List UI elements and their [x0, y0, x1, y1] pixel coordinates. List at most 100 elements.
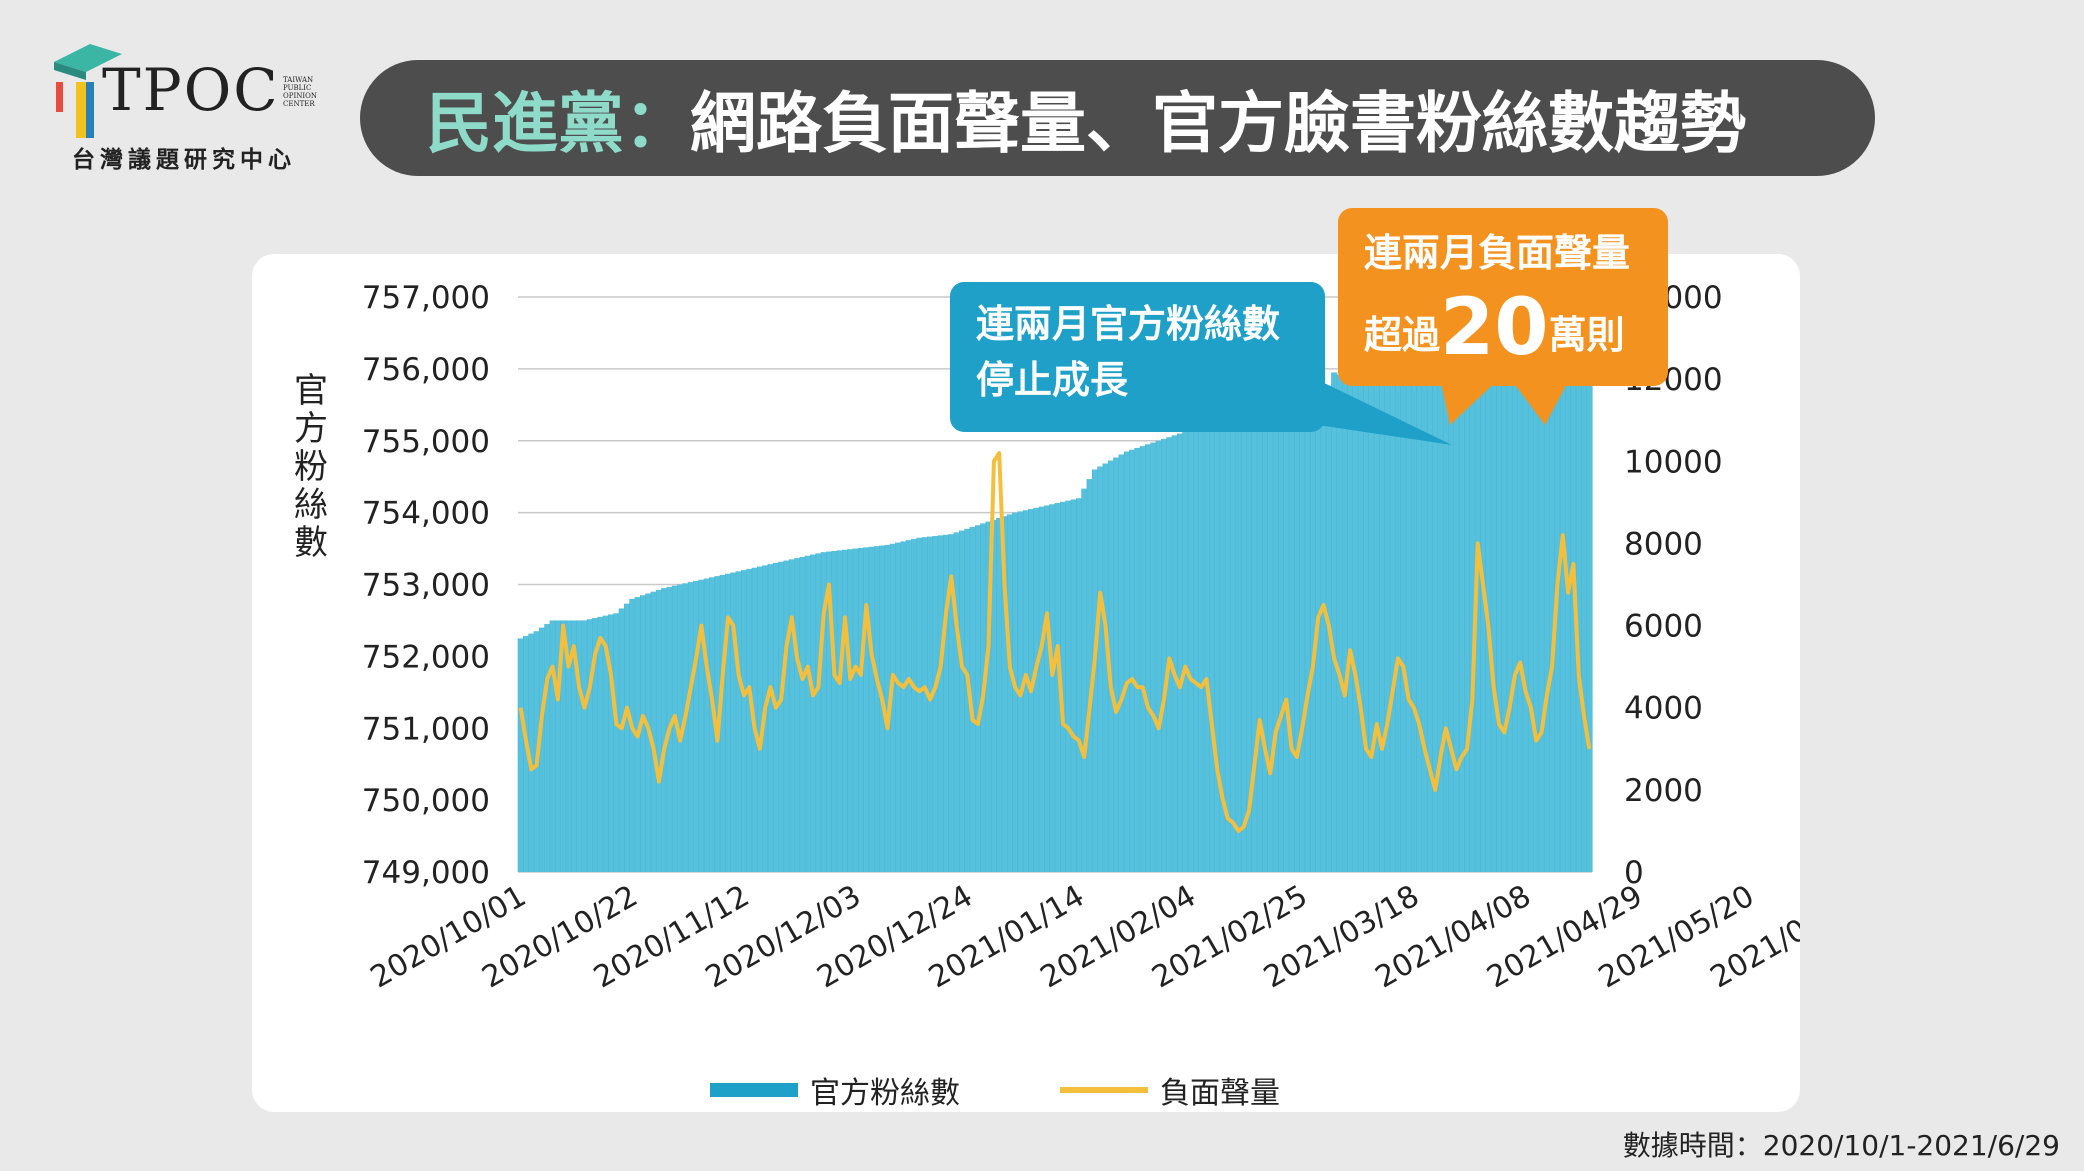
bar [608, 614, 615, 872]
bar [1342, 377, 1349, 872]
bar [1081, 488, 1088, 872]
bar [1055, 503, 1061, 872]
callout-blue-line2: 停止成長 [976, 358, 1129, 402]
bar [1528, 350, 1535, 872]
bar [778, 561, 785, 872]
left-tick-label: 755,000 [362, 424, 490, 460]
bar [560, 620, 567, 872]
bar [842, 549, 849, 872]
bar [619, 608, 625, 872]
bar [1469, 350, 1476, 872]
bar [544, 624, 551, 872]
bar [900, 541, 907, 872]
bar [571, 620, 578, 872]
bar [1251, 419, 1258, 872]
title-main: 網路負面聲量、官方臉書粉絲數趨勢 [690, 85, 1746, 162]
bar [1049, 504, 1056, 872]
bar [1443, 350, 1450, 872]
bar [709, 577, 716, 872]
data-period-note: 數據時間：2020/10/1-2021/6/29 [1622, 1129, 2060, 1162]
bar [996, 518, 1003, 872]
bar [837, 550, 843, 872]
bar [1044, 505, 1051, 872]
right-tick-label: 2000 [1624, 773, 1703, 809]
bar [1453, 350, 1460, 872]
bar [1421, 353, 1428, 872]
bar [868, 546, 875, 872]
bar [1187, 429, 1194, 872]
bar [650, 591, 657, 872]
bar [991, 519, 998, 872]
bar [725, 573, 732, 872]
y-axis-label: 官方粉絲數 [294, 371, 328, 563]
bar [688, 582, 695, 872]
bar [741, 570, 748, 872]
bar [1118, 454, 1125, 872]
bar [1257, 418, 1263, 872]
bar [847, 549, 854, 872]
bar [964, 528, 971, 872]
bar [863, 547, 870, 872]
bar [1448, 350, 1455, 872]
bar [1288, 414, 1295, 872]
bar [1459, 350, 1465, 872]
legend-line-label: 負面聲量 [1160, 1076, 1280, 1111]
bar [613, 613, 620, 872]
bar [1267, 417, 1274, 872]
bar [1113, 457, 1120, 872]
bar [943, 534, 950, 872]
bar [1225, 422, 1232, 872]
right-tick-label: 0 [1624, 855, 1644, 891]
bar [518, 638, 524, 872]
bar [1033, 507, 1040, 872]
bar [640, 595, 647, 872]
bar [805, 555, 812, 872]
bar [1086, 479, 1093, 872]
bar [1203, 426, 1210, 872]
bar [1272, 416, 1279, 872]
bar [1246, 419, 1253, 872]
bar [1432, 352, 1439, 873]
bar [528, 633, 535, 872]
bar [1235, 420, 1242, 872]
bar [1171, 435, 1178, 872]
bar [975, 525, 982, 872]
bar [1405, 356, 1412, 872]
bar [677, 584, 684, 872]
bar [1140, 446, 1146, 872]
bar [1278, 416, 1285, 872]
right-tick-label: 4000 [1624, 691, 1703, 727]
bar [1427, 352, 1434, 872]
bar [1533, 350, 1540, 872]
bar [1310, 412, 1317, 872]
logo-mark-icon [54, 44, 122, 138]
bar [1565, 350, 1572, 872]
bar [549, 620, 556, 872]
bar [1464, 350, 1471, 872]
bar [810, 554, 817, 872]
bar [624, 603, 631, 872]
bar [1209, 425, 1216, 872]
bar [1156, 440, 1162, 872]
bar [1490, 350, 1497, 872]
bar [969, 527, 976, 872]
bar [1437, 351, 1444, 872]
bar [720, 574, 726, 872]
bar [1554, 350, 1561, 872]
bar [1475, 350, 1481, 872]
bar [1012, 512, 1019, 872]
right-tick-label: 8000 [1624, 526, 1703, 562]
bar [1060, 501, 1067, 872]
bar [1352, 380, 1359, 872]
bar [576, 620, 583, 872]
bar [794, 558, 801, 872]
bar [1076, 498, 1083, 872]
bar [1517, 350, 1524, 872]
bar [1538, 350, 1545, 872]
bar [523, 636, 530, 872]
bar [1480, 350, 1487, 872]
bar [890, 543, 897, 872]
bar [704, 578, 711, 872]
bar [1161, 438, 1168, 872]
bar [1336, 374, 1343, 872]
